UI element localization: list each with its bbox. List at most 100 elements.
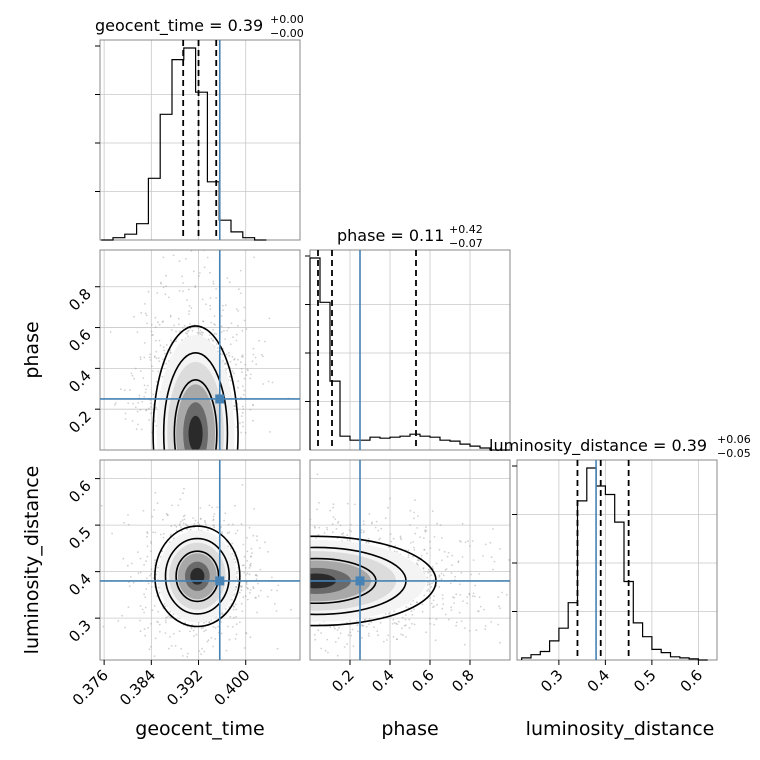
sample-point [155,573,158,576]
sample-point [346,534,349,537]
sample-point [148,356,151,359]
sample-point [479,605,482,608]
sample-point [250,555,252,558]
sample-point [249,408,252,411]
sample-point [415,601,418,603]
sample-point [391,622,394,625]
sample-point [387,506,389,509]
sample-point [444,613,447,616]
sample-point [231,542,234,545]
sample-point [212,524,215,527]
sample-point [212,339,215,342]
sample-point [455,624,457,627]
sample-point [143,593,146,595]
sample-point [422,567,425,570]
sample-point [252,353,255,356]
sample-point [179,666,181,668]
sample-point [405,636,407,638]
sample-point [478,573,481,575]
sample-point [254,574,257,577]
sample-point [241,610,244,613]
sample-point [217,625,220,628]
sample-point [145,409,148,412]
density-geocent_time-luminosity_distance [100,484,292,668]
sample-point [181,275,184,278]
sample-point [400,538,402,541]
sample-point [338,627,340,629]
sample-point [425,526,427,529]
sample-point [470,573,472,576]
sample-point [350,530,352,533]
sample-point [198,275,200,277]
sample-point [137,572,140,575]
sample-point [150,645,152,648]
sample-point [236,572,238,575]
sample-point [237,386,239,389]
title-luminosity-distance-main: luminosity_distance = 0.39 [489,436,707,456]
sample-point [417,515,419,517]
sample-point [447,618,450,621]
sample-point [139,630,142,633]
sample-point [377,634,379,637]
sample-point [429,540,431,543]
sample-point [326,638,329,641]
sample-point [130,576,132,578]
sample-point [160,282,163,285]
sample-point [209,297,212,299]
sample-point [143,628,146,630]
sample-point [206,256,209,259]
tick-label-x-phase-1: 0.4 [368,666,398,696]
sample-point [169,541,171,543]
sample-point [414,499,416,501]
sample-point [255,578,258,580]
sample-point [208,504,211,507]
sample-point [231,598,233,601]
sample-point [130,372,133,375]
sample-point [350,634,352,637]
sample-point [170,329,173,331]
sample-point [433,623,435,626]
sample-point [241,329,244,332]
sample-point [432,606,434,609]
sample-point [162,358,164,361]
sample-point [447,551,450,554]
sample-point [517,601,519,603]
sample-point [275,610,278,612]
sample-point [216,506,219,508]
sample-point [194,286,197,289]
sample-point [235,585,237,588]
sample-point [166,616,168,619]
sample-point [468,592,471,595]
sample-point [425,529,428,532]
sample-point [224,512,227,515]
sample-point [156,292,159,294]
sample-point [178,290,181,292]
sample-point [232,616,235,619]
sample-point [197,521,199,524]
sample-point [249,636,252,639]
sample-point [156,620,158,623]
sample-point [262,355,264,358]
sample-point [290,608,292,611]
sample-point [186,299,188,301]
sample-point [142,377,145,379]
sample-point [149,402,152,405]
sample-point [189,528,192,531]
tick-label-y-phase-0: 0.2 [65,407,95,437]
sample-point [225,649,228,652]
sample-point [147,582,150,585]
sample-point [403,624,406,627]
sample-point [144,303,146,305]
density-level-4 [190,567,205,585]
sample-point [331,531,334,534]
sample-point [193,635,195,637]
sample-point [181,327,184,329]
sample-point [224,338,227,340]
sample-point [158,591,161,594]
sample-point [389,497,391,500]
sample-point [186,652,189,655]
sample-point [388,612,390,615]
sample-point [214,638,217,640]
title-phase-minus: −0.07 [449,237,483,250]
